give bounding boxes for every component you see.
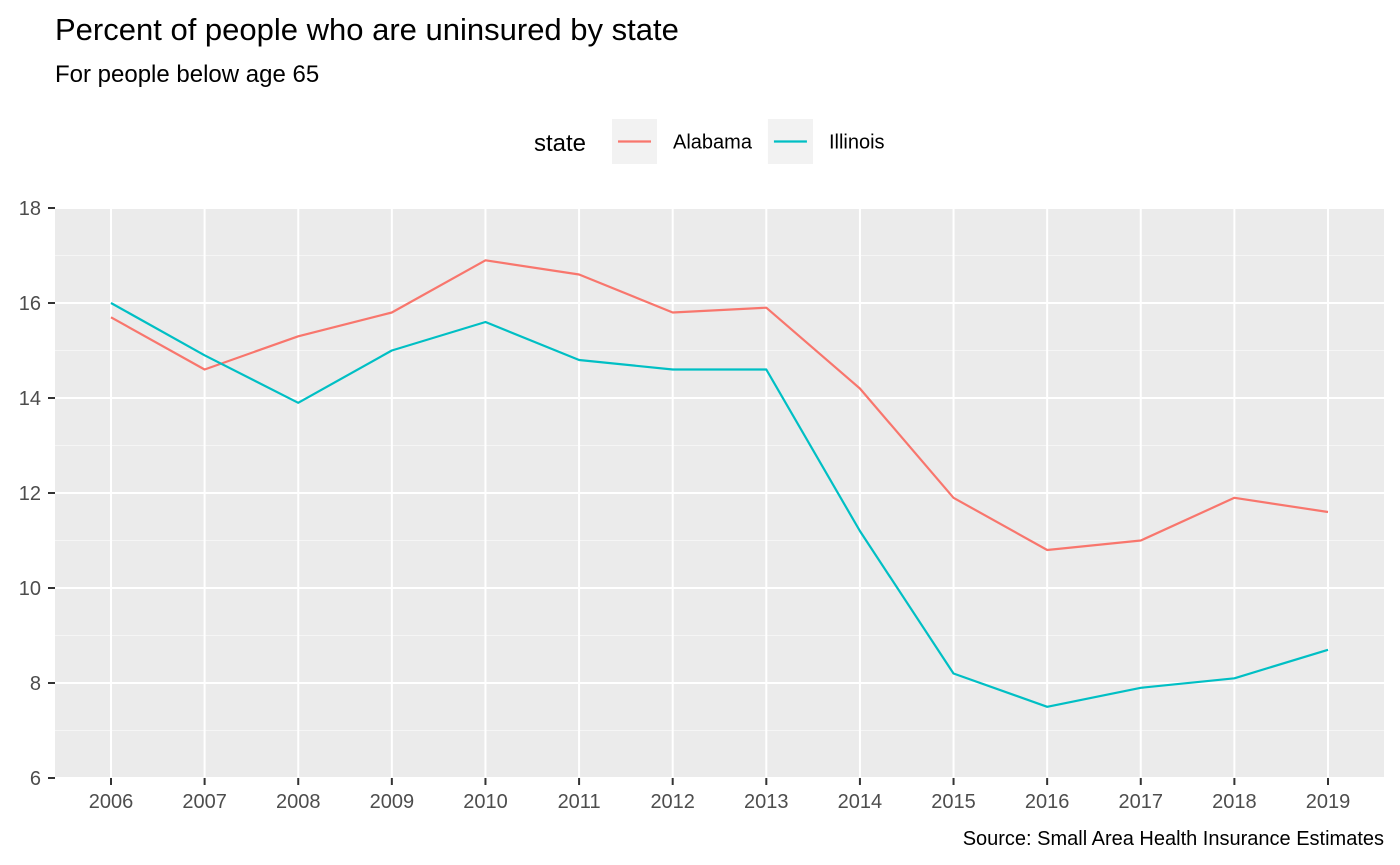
chart-title: Percent of people who are uninsured by s… — [55, 12, 679, 47]
series-line-alabama — [110, 259, 1329, 552]
series-line-illinois — [110, 302, 1329, 708]
series-group — [110, 259, 1329, 708]
grid-lines — [55, 207, 1384, 779]
x-tick-label: 2014 — [838, 791, 883, 813]
legend: state Alabama Illinois — [534, 119, 885, 164]
x-tick-label: 2011 — [558, 791, 601, 813]
x-tick-label: 2019 — [1306, 791, 1351, 813]
y-tick-label: 10 — [19, 578, 41, 600]
legend-label-illinois: Illinois — [829, 132, 885, 154]
x-tick-label: 2010 — [463, 791, 508, 813]
x-tick-label: 2015 — [931, 791, 976, 813]
x-tick-label: 2018 — [1212, 791, 1257, 813]
x-tick-label: 2006 — [89, 791, 134, 813]
y-tick-label: 6 — [30, 768, 41, 790]
y-tick-label: 16 — [19, 293, 41, 315]
x-tick-label: 2007 — [182, 791, 227, 813]
chart-subtitle: For people below age 65 — [55, 61, 319, 88]
x-tick-label: 2013 — [744, 791, 789, 813]
x-tick-label: 2012 — [650, 791, 695, 813]
y-tick-label: 14 — [19, 388, 41, 410]
y-tick-label: 18 — [19, 198, 41, 220]
x-axis: 2006 2007 2008 2009 2010 2011 2012 2013 2014 2015… — [89, 778, 1351, 813]
x-tick-label: 2008 — [276, 791, 321, 813]
x-tick-label: 2009 — [370, 791, 415, 813]
y-tick-label: 12 — [19, 483, 41, 505]
x-tick-label: 2017 — [1119, 791, 1164, 813]
chart-caption: Source: Small Area Health Insurance Esti… — [963, 828, 1384, 850]
y-axis: 6 8 10 12 14 16 18 — [19, 198, 55, 790]
y-tick-label: 8 — [30, 673, 41, 695]
legend-title: state — [534, 130, 586, 157]
x-tick-label: 2016 — [1025, 791, 1070, 813]
legend-label-alabama: Alabama — [673, 132, 753, 154]
